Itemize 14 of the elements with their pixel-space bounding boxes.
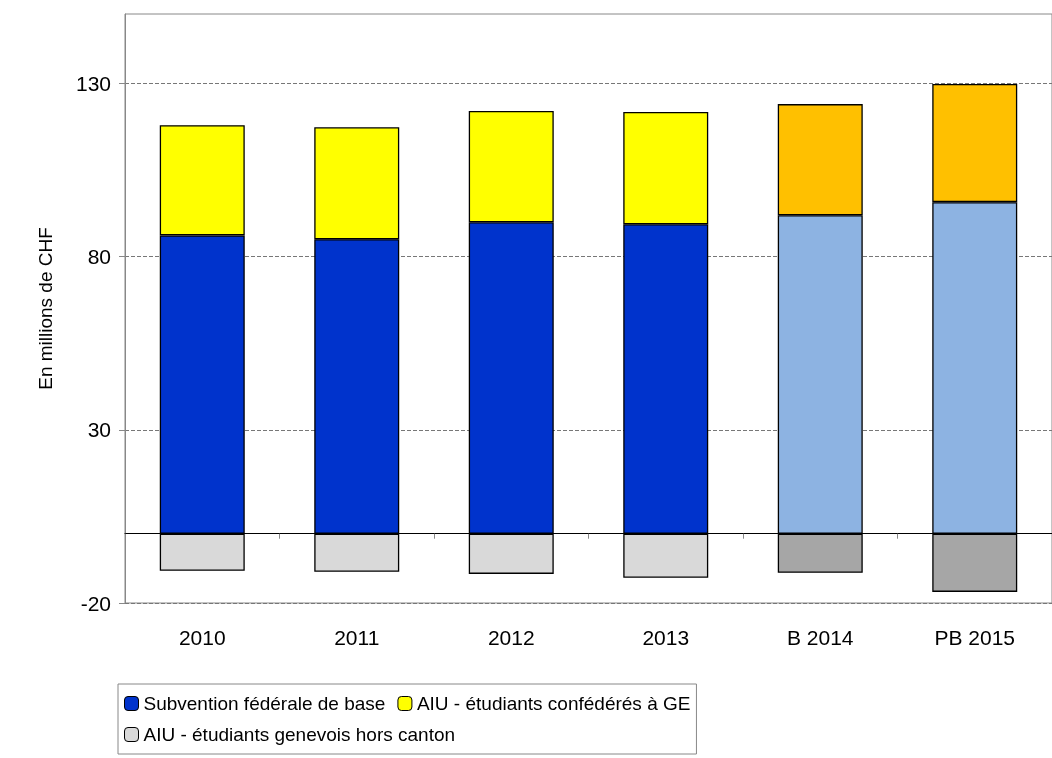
legend-label: AIU - étudiants confédérés à GE	[416, 693, 691, 714]
y-axis-title: En millions de CHF	[35, 227, 56, 390]
y-tick-label: 80	[87, 245, 111, 269]
x-tick-label: PB 2015	[934, 626, 1016, 649]
legend-label: AIU - étudiants genevois hors canton	[143, 724, 456, 745]
y-tick-label: 130	[75, 71, 111, 95]
y-tick-label: 30	[87, 418, 111, 442]
x-tick-label: B 2014	[786, 626, 854, 649]
x-tick-label: 2013	[642, 626, 690, 649]
x-tick-label: 2012	[487, 626, 535, 649]
x-tick-label: 2011	[334, 626, 380, 649]
x-tick-label: 2010	[178, 626, 226, 649]
legend-label: Subvention fédérale de base	[143, 693, 386, 714]
y-tick-label: -20	[80, 591, 111, 615]
